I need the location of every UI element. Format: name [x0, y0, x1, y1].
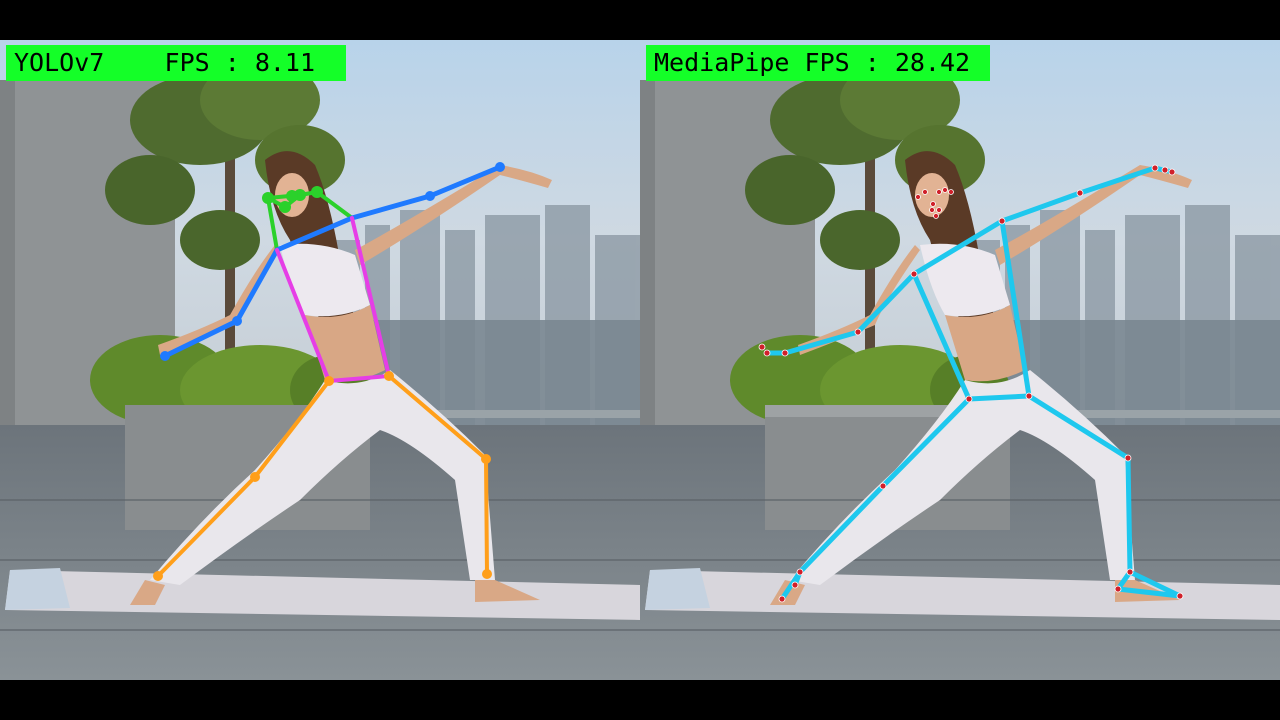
bone-r-side [275, 248, 331, 383]
joint-face-1 [915, 194, 921, 200]
bone-neck-r [315, 190, 354, 220]
joint-r-hip [965, 395, 973, 403]
bone-l-side [350, 216, 391, 378]
joint-r-knee [250, 472, 260, 482]
joint-face-8 [936, 207, 942, 213]
bone-r-side [911, 271, 972, 402]
joint-r-elbow [854, 328, 862, 336]
bone-l-foot-3 [1115, 586, 1183, 599]
mediapipe-joints [758, 164, 1184, 603]
joint-l-hip [1025, 392, 1033, 400]
bone-r-shin [797, 483, 886, 575]
joint-r-hand-1 [763, 349, 771, 357]
joint-r-hand-2 [758, 343, 766, 351]
joint-l-knee [481, 454, 491, 464]
bone-l-foot-2 [1127, 569, 1183, 599]
joint-nose [279, 201, 291, 213]
joint-l-heel [1114, 585, 1122, 593]
joint-ear-2 [286, 190, 298, 202]
bone-r-forearm [162, 318, 240, 359]
joint-l-hip [384, 371, 394, 381]
joint-l-toe [1176, 592, 1184, 600]
joint-r-ankle [153, 571, 163, 581]
joint-face-5 [948, 189, 954, 195]
joint-l-elbow [1076, 189, 1084, 197]
joint-l-hand-2 [1168, 168, 1176, 176]
joint-face-2 [922, 189, 928, 195]
joint-l-knee [1124, 454, 1132, 462]
tree [105, 60, 345, 390]
bone-l-side [999, 218, 1032, 399]
yolov7-joints [153, 162, 505, 581]
bone-neck-l [266, 196, 279, 252]
joint-r-knee [879, 482, 887, 490]
bone-l-upper-arm [349, 193, 433, 221]
bone-l-upper-arm [999, 190, 1083, 224]
joint-r-wrist [160, 351, 170, 361]
joint-l-ankle [1126, 568, 1134, 576]
joint-l-shoulder [998, 217, 1006, 225]
joint-l-wrist [1151, 164, 1159, 172]
yolov7-skeleton [156, 164, 503, 578]
joint-r-hip [324, 376, 334, 386]
mediapipe-scene [640, 40, 1280, 680]
bone-l-shin [484, 457, 489, 576]
bone-r-thigh [253, 379, 331, 479]
joint-r-shoulder [910, 270, 918, 278]
bone-r-shin [156, 475, 257, 578]
bone-shoulders [274, 215, 355, 253]
bone-r-upper-arm [234, 247, 280, 324]
bone-l-thigh [1026, 393, 1131, 461]
bone-l-foot-1 [1115, 569, 1133, 592]
joint-face-4 [942, 187, 948, 193]
yolov7-panel: YOLOv7 FPS : 8.11 [0, 40, 640, 680]
joint-face-6 [930, 201, 936, 207]
bone-l-forearm [427, 164, 503, 199]
bone-hips [966, 393, 1032, 402]
bone-hips [327, 374, 391, 383]
joint-face-9 [933, 213, 939, 219]
yolov7-scene [0, 40, 640, 680]
joint-r-wrist [781, 349, 789, 357]
bone-shoulders [911, 218, 1005, 277]
joint-r-heel [791, 581, 799, 589]
bone-l-shin [1125, 455, 1133, 575]
joint-face-3 [936, 189, 942, 195]
bone-r-forearm [782, 329, 861, 356]
yolov7-fps-label: YOLOv7 FPS : 8.11 [6, 45, 346, 81]
mediapipe-fps-label: MediaPipe FPS : 28.42 [646, 45, 990, 81]
mediapipe-panel: MediaPipe FPS : 28.42 [640, 40, 1280, 680]
joint-l-ankle [482, 569, 492, 579]
joint-r-toe [778, 595, 786, 603]
joint-ear [311, 186, 323, 198]
joint-l-hand-1 [1161, 166, 1169, 174]
bone-l-thigh [387, 374, 488, 461]
joint-r-elbow [232, 316, 242, 326]
joint-r-ankle [796, 568, 804, 576]
joint-l-eye [262, 192, 274, 204]
joint-l-wrist [495, 162, 505, 172]
joint-face-7 [929, 207, 935, 213]
bone-l-forearm [1077, 165, 1158, 196]
joint-l-elbow [425, 191, 435, 201]
bone-r-upper-arm [855, 271, 917, 335]
bone-r-thigh [880, 396, 972, 489]
